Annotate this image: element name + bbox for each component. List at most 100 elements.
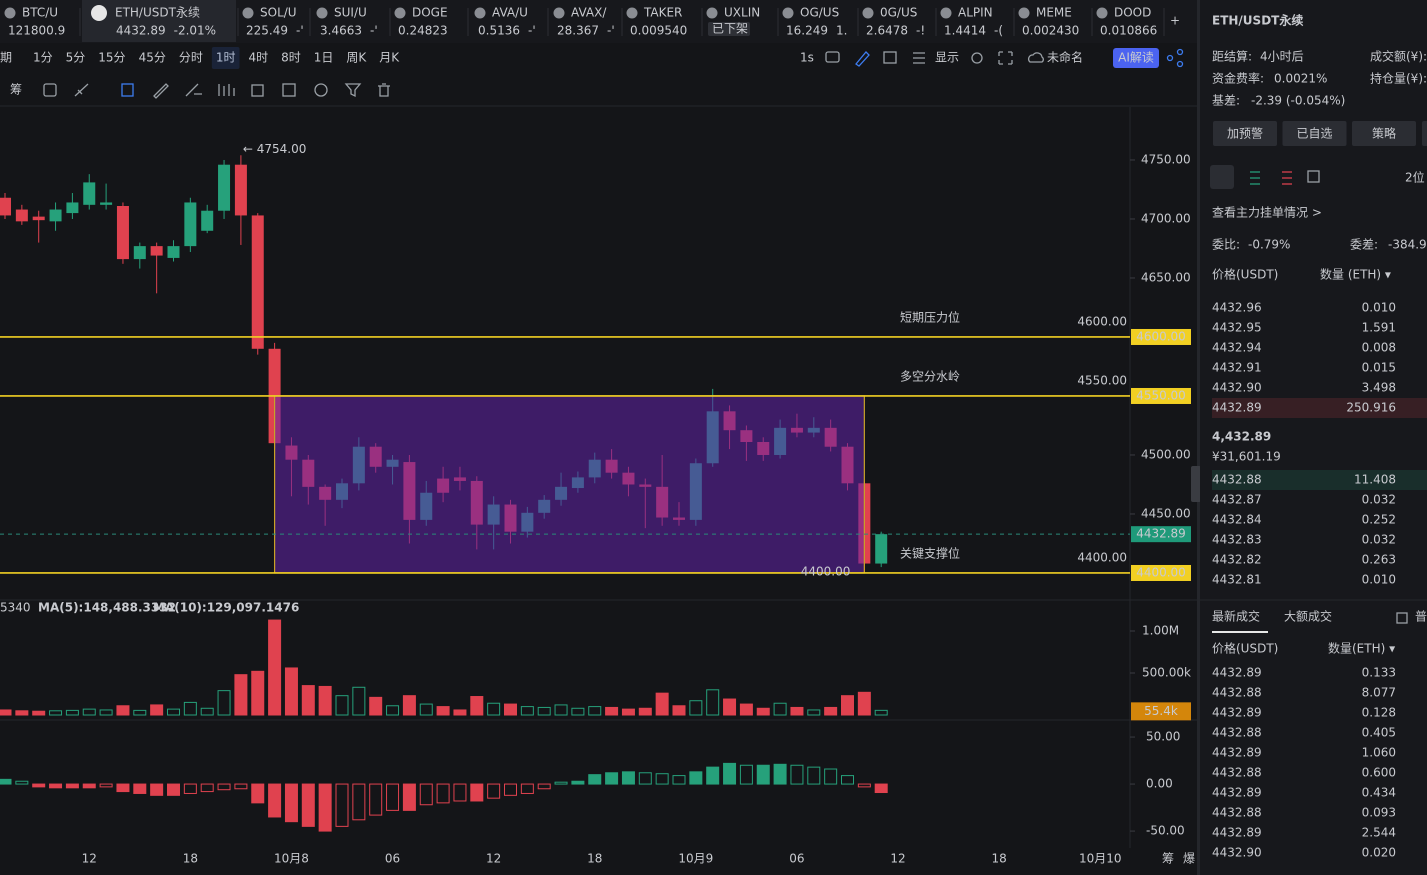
tool-icon[interactable] [74,83,89,97]
panel-handle[interactable] [1191,466,1201,502]
panel-button[interactable]: 加预警 [1227,126,1263,141]
interval-button[interactable]: 1时 [216,51,236,65]
stat-value: -2.39 (-0.054%) [1251,94,1345,108]
volume-bar [268,619,282,716]
camera-icon[interactable] [825,51,840,63]
interval-button[interactable]: 分时 [179,51,203,65]
tool-icon[interactable] [282,83,296,97]
tool-icon[interactable] [43,83,57,97]
y-tick-label: 4750.00 [1141,152,1191,166]
trade-tab[interactable]: 普 [1415,610,1427,624]
cloud-icon[interactable] [1028,52,1044,63]
stat-label: 成交额(¥): [1370,49,1427,64]
interval-button[interactable]: 1分 [33,51,53,65]
interval-button[interactable]: 5分 [66,51,86,65]
candle-body [0,197,11,216]
macd-bar [217,783,231,791]
tab-price: 3.4663 [320,24,362,38]
interval-button[interactable]: 4时 [249,51,269,65]
add-tab[interactable]: + [1170,14,1180,28]
tool-icon[interactable] [185,83,202,97]
macd-bar [167,783,180,796]
tab[interactable]: OG/US 16.249 1. [782,6,848,38]
tab[interactable]: 0G/US 2.6478 -! [862,6,926,38]
interval-button[interactable]: 周K [346,51,367,65]
macd-bar [200,783,214,793]
menu-icon[interactable] [913,52,925,64]
macd-bar [386,783,400,811]
interval-button[interactable]: 8时 [281,51,301,65]
panel-button-bg[interactable] [1213,121,1277,146]
candle-body [15,209,28,222]
macd-bar [689,771,703,785]
tool-icon[interactable] [218,84,235,96]
book-qty: 0.032 [1362,493,1396,507]
corner-tool[interactable]: 爆 [1183,852,1195,866]
trade-tab[interactable]: 最新成交 [1212,609,1260,624]
select-icon[interactable] [883,51,897,64]
filter-icon[interactable] [344,83,362,98]
panel-button[interactable]: 策略 [1372,126,1396,141]
share-icon[interactable] [1166,54,1174,62]
book-view-icon[interactable] [1307,170,1320,183]
display-button[interactable]: 显示 [935,51,959,65]
panel-button[interactable]: 已自选 [1296,127,1332,141]
chip-tool[interactable]: 筹 [10,83,22,97]
book-view-icon[interactable] [1282,171,1292,185]
level-name: 多空分水岭 [900,369,960,383]
x-tick-label: 18 [183,852,198,866]
trade-tab[interactable]: 大额成交 [1284,609,1332,624]
tab[interactable]: UXLIN 已下架 [706,6,761,37]
tab[interactable]: DOGE 0.24823 [394,6,448,38]
precision-select[interactable]: 2位 [1405,170,1425,185]
book-header: 价格(USDT) [1212,267,1278,282]
tool-icon[interactable] [314,83,328,97]
panel-button-bg[interactable] [1352,121,1416,146]
interval-button[interactable]: 45分 [139,51,166,65]
tab[interactable]: ETH/USDT永续 4432.89 -2.01% [82,0,236,42]
candle-body [133,246,146,260]
gear-icon[interactable] [971,52,983,64]
tab[interactable]: TAKER 0.009540 [626,6,688,38]
book-view-icon[interactable] [1250,171,1260,185]
macd-bar [301,783,315,827]
volume-bar [167,708,180,716]
tab[interactable]: AVA/U 0.5136 -' [474,6,536,38]
speed-button[interactable]: 1s [800,51,814,65]
tool-icon[interactable] [121,83,134,97]
tab[interactable]: ALPIN 1.4414 -( [940,6,1004,38]
volume-bar [32,710,46,716]
tool-icon[interactable] [153,83,169,99]
panel-button-bg[interactable] [1282,121,1347,146]
tab[interactable]: DOOD 0.010866 [1096,6,1158,38]
macd-bar [470,783,484,802]
book-qty: 0.263 [1362,553,1396,567]
fullscreen-icon[interactable] [998,51,1013,65]
corner-tool[interactable]: 筹 [1162,852,1174,866]
divider [1197,0,1200,875]
delete-icon[interactable] [378,83,390,97]
volume-bar [824,706,838,716]
interval-button[interactable]: 1日 [314,51,334,65]
big-orders-link[interactable]: 查看主力挂单情况 > [1212,206,1322,220]
volume-bar [537,706,551,716]
ai-button-bg[interactable] [1113,48,1159,68]
panel-title: ETH/USDT永续 [1212,13,1303,28]
layout-button[interactable]: 未命名 [1047,50,1083,65]
checkbox[interactable] [1396,612,1408,624]
tool-icon[interactable] [251,84,264,97]
book-qty: 0.008 [1362,341,1396,355]
tab[interactable]: SOL/U 225.49 -' [242,6,304,38]
ai-button[interactable]: AI解读 [1118,51,1154,65]
interval-button[interactable]: 月K [379,51,400,65]
book-price: 4432.88 [1212,473,1262,487]
pencil-icon[interactable] [855,51,870,67]
tab[interactable]: SUI/U 3.4663 -' [316,6,378,38]
interval-button[interactable]: 15分 [98,51,125,65]
tab[interactable]: AVAX/28.367 -' [553,6,615,38]
volume-bar [301,685,315,716]
tab[interactable]: BTC/U 121800.9 [4,6,66,38]
macd-bar [234,783,248,790]
x-tick-label: 18 [587,852,602,866]
tab[interactable]: MEME 0.002430 [1018,6,1080,38]
